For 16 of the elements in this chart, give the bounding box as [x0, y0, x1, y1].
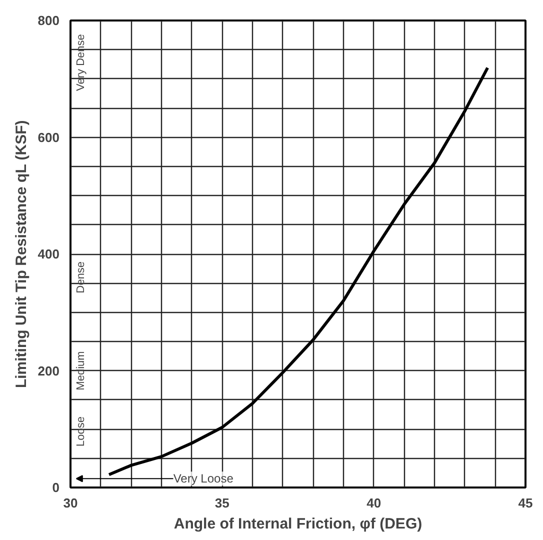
y-tick-label: 800 [38, 13, 60, 28]
x-tick-label: 45 [518, 496, 533, 510]
x-tick-label: 35 [214, 496, 230, 510]
y-tick-label: 200 [38, 363, 60, 378]
x-tick-label: 40 [366, 496, 382, 510]
y-tick-label: 600 [38, 130, 60, 145]
annotation: Very Loose [173, 472, 234, 486]
annotation: Very Dense [74, 34, 87, 91]
annotation: Dense [74, 261, 87, 294]
annotation: Medium [74, 351, 87, 390]
y-tick-label: 400 [38, 246, 60, 262]
y-tick-label: 0 [52, 480, 60, 495]
x-tick-label: 30 [63, 496, 78, 510]
annotation: Loose [74, 416, 87, 446]
y-axis-title: Limiting Unit Tip Resistance qL (KSF) [12, 120, 30, 388]
x-axis-title: Angle of Internal Friction, φf (DEG) [174, 516, 422, 532]
